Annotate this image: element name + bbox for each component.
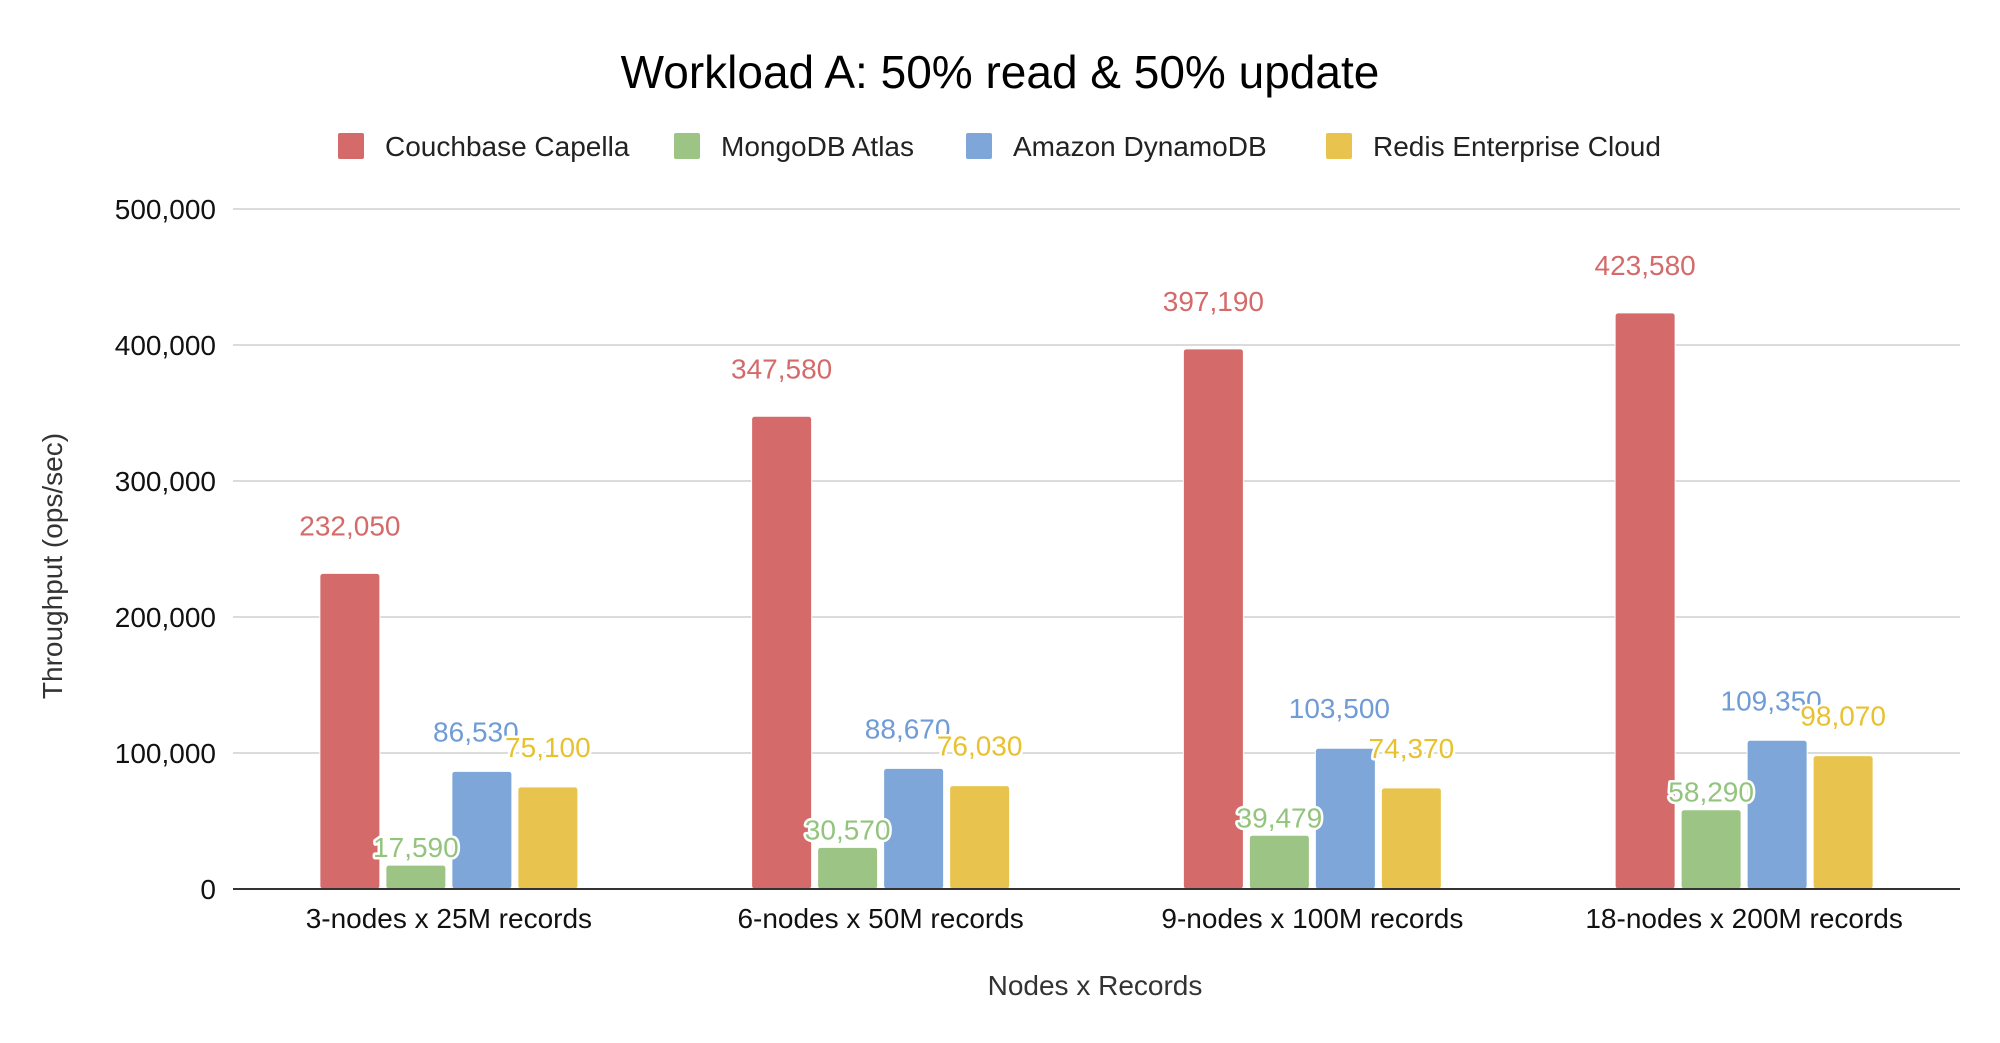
bar-redis-enterprise-cloud [1812,755,1874,890]
data-label: 86,530 [433,716,519,747]
y-tick-label: 100,000 [115,738,216,769]
y-tick-label: 200,000 [115,602,216,633]
legend-swatch [674,133,700,159]
legend-swatch [338,133,364,159]
y-tick-label: 400,000 [115,330,216,361]
y-axis-ticks: 0 100,000 200,000 300,000 400,000 500,000 [115,194,216,905]
y-axis-title: Throughput (ops/sec) [37,433,68,699]
data-label: 76,030 [937,731,1023,762]
bar-mongodb-atlas [385,864,447,890]
bar-couchbase-capella [751,415,813,890]
bar-mongodb-atlas [817,846,879,890]
data-label: 347,580 [731,353,832,384]
bar-amazon-dynamodb [883,767,945,890]
data-label: 30,570 [805,814,891,845]
bar-mongodb-atlas [1680,809,1742,890]
y-tick-label: 300,000 [115,466,216,497]
data-label: 75,100 [505,732,591,763]
bar-amazon-dynamodb [451,770,513,890]
data-label: 98,070 [1800,701,1886,732]
data-label: 39,479 [1237,802,1323,833]
legend-label: MongoDB Atlas [721,131,914,162]
legend-swatch [966,133,992,159]
legend-label: Redis Enterprise Cloud [1373,131,1661,162]
x-tick-label: 18-nodes x 200M records [1585,903,1903,934]
y-tick-label: 500,000 [115,194,216,225]
data-label: 17,590 [373,832,459,863]
bar-mongodb-atlas [1248,834,1310,890]
data-label: 58,290 [1668,777,1754,808]
data-label: 103,500 [1289,693,1390,724]
legend-label: Couchbase Capella [385,131,630,162]
x-tick-label: 6-nodes x 50M records [737,903,1023,934]
data-label: 232,050 [299,510,400,541]
legend: Couchbase Capella MongoDB Atlas Amazon Dyn… [338,131,1661,162]
x-tick-label: 3-nodes x 25M records [306,903,592,934]
bar-amazon-dynamodb [1746,739,1808,890]
data-label: 88,670 [865,713,951,744]
bar-redis-enterprise-cloud [517,786,579,890]
bar-redis-enterprise-cloud [949,785,1011,890]
data-label: 423,580 [1595,250,1696,281]
bar-couchbase-capella [1182,348,1244,890]
legend-swatch [1326,133,1352,159]
data-label: 109,350 [1721,685,1822,716]
data-label: 397,190 [1163,286,1264,317]
gridlines [233,208,1960,754]
chart-title: Workload A: 50% read & 50% update [621,46,1380,98]
bar-couchbase-capella [319,572,381,890]
data-label: 74,370 [1369,733,1455,764]
legend-label: Amazon DynamoDB [1013,131,1267,162]
x-axis-ticks: 3-nodes x 25M records 6-nodes x 50M recor… [306,903,1903,934]
x-tick-label: 9-nodes x 100M records [1161,903,1463,934]
bars [319,312,1874,890]
bar-amazon-dynamodb [1314,747,1376,890]
y-tick-label: 0 [200,874,216,905]
x-axis-title: Nodes x Records [988,970,1203,1001]
bar-redis-enterprise-cloud [1380,787,1442,890]
bar-couchbase-capella [1614,312,1676,890]
